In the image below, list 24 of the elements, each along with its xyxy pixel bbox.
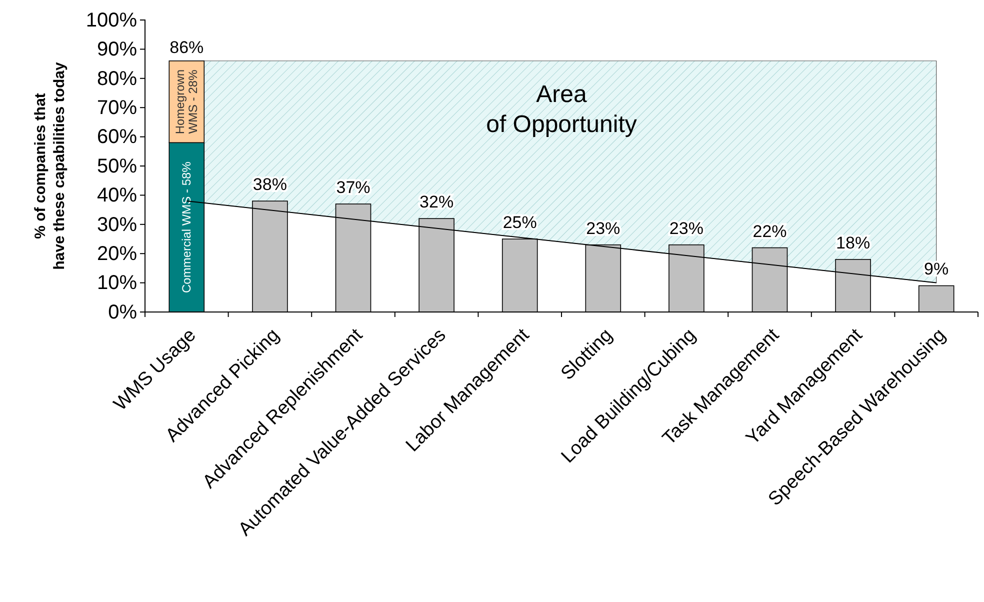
series-label: Commercial WMS - 58% <box>180 161 194 293</box>
data-label: 18% <box>836 233 870 252</box>
y-tick-label: 50% <box>96 155 138 178</box>
y-tick-label: 100% <box>86 9 138 32</box>
data-label: 37% <box>336 178 370 197</box>
y-tick-label: 40% <box>96 184 138 207</box>
y-tick-label: 30% <box>96 214 138 236</box>
data-label: 23% <box>586 218 620 238</box>
y-tick-label: 60% <box>96 126 138 148</box>
y-tick-label: 0% <box>108 301 138 324</box>
data-label: 23% <box>669 218 704 238</box>
data-label: 25% <box>502 213 537 232</box>
y-tick-label: 10% <box>96 272 138 294</box>
data-label: 32% <box>420 192 454 212</box>
y-tick-label: 70% <box>96 97 138 119</box>
data-label: 22% <box>752 222 787 241</box>
y-tick-label: 80% <box>96 68 138 90</box>
series-label: Homegrown WMS - 28% <box>173 69 200 134</box>
y-tick-label: 20% <box>96 243 138 265</box>
total-label: 86% <box>170 38 204 57</box>
y-tick-label: 90% <box>96 38 138 61</box>
y-axis-title: % of companies that have these capabilities today <box>32 62 68 270</box>
annotation: Area of Opportunity <box>486 80 637 138</box>
data-label: 38% <box>252 175 287 194</box>
